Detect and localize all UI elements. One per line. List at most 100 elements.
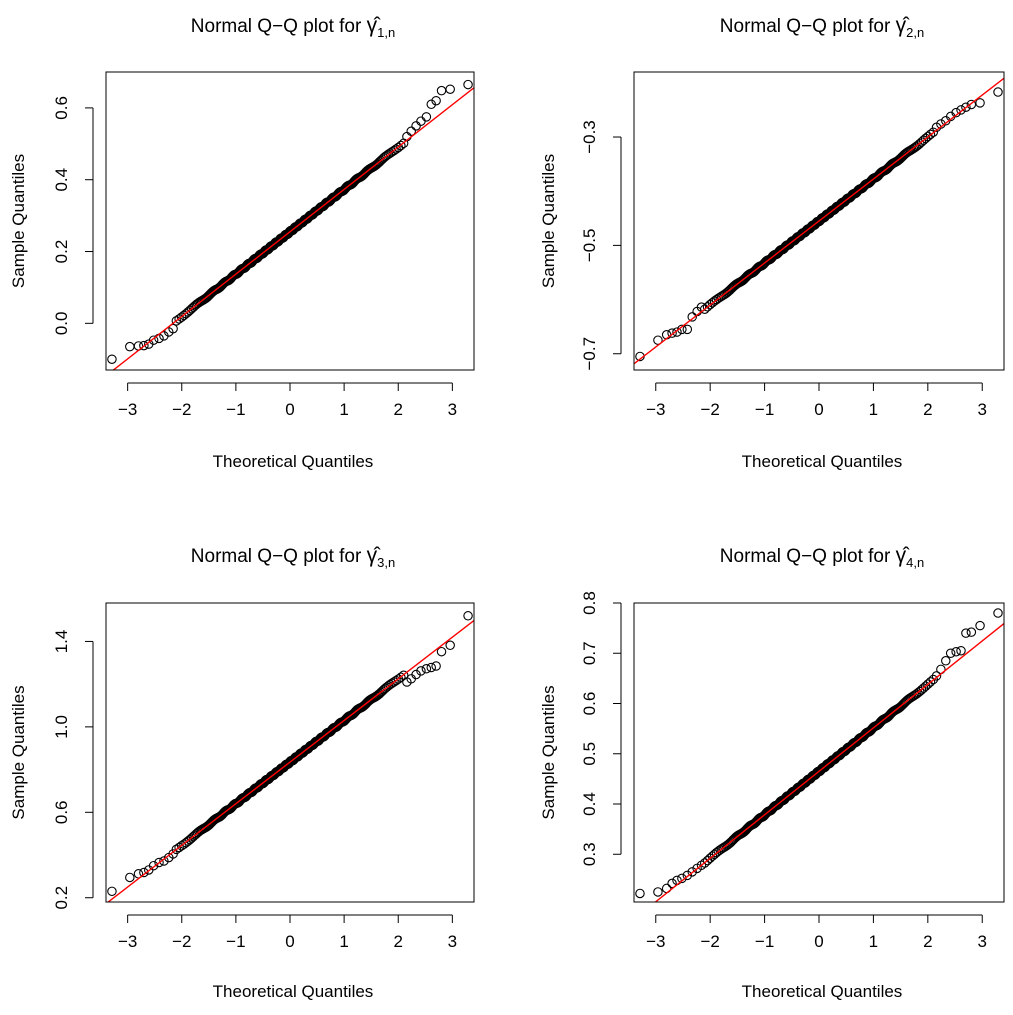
qq-reference-line bbox=[107, 619, 474, 902]
data-point bbox=[682, 870, 693, 881]
data-point bbox=[174, 314, 184, 324]
data-point bbox=[445, 84, 455, 94]
data-point bbox=[966, 627, 977, 637]
y-tick-label: 0.6 bbox=[580, 692, 599, 716]
data-point bbox=[396, 140, 406, 151]
y-tick-label: 0.2 bbox=[52, 886, 71, 910]
data-point bbox=[168, 323, 178, 334]
y-tick-label: 0.7 bbox=[580, 641, 599, 665]
y-tick-label: 0.6 bbox=[52, 96, 71, 120]
x-tick-label: 3 bbox=[448, 400, 457, 419]
data-point bbox=[391, 144, 401, 154]
x-tick-label: 3 bbox=[448, 932, 457, 951]
x-tick-label: −1 bbox=[755, 932, 774, 951]
chart-title: Normal Q−Q plot for γ̂3,n bbox=[191, 544, 395, 570]
qq-panel-4: Normal Q−Q plot for γ̂4,n −3 −2 −1 0 1 2 3 Theor… bbox=[539, 544, 1005, 1001]
x-tick-label: 1 bbox=[869, 932, 878, 951]
data-point bbox=[380, 151, 390, 162]
y-tick-label: 0.5 bbox=[580, 742, 599, 766]
data-point bbox=[139, 340, 149, 351]
data-point bbox=[961, 102, 971, 112]
plot-frame bbox=[105, 71, 475, 371]
x-tick-label: 0 bbox=[814, 932, 823, 951]
data-point bbox=[653, 887, 663, 897]
qq-reference-line bbox=[634, 77, 1004, 365]
x-tick-label: −2 bbox=[172, 932, 191, 951]
data-point bbox=[406, 126, 416, 136]
data-point bbox=[421, 664, 432, 674]
x-axis-label: Theoretical Quantiles bbox=[213, 452, 374, 471]
x-tick-label: 3 bbox=[978, 932, 987, 951]
data-points bbox=[107, 79, 473, 364]
data-point bbox=[396, 672, 406, 683]
data-point bbox=[653, 335, 663, 345]
y-tick-label: 0.6 bbox=[52, 800, 71, 824]
data-point bbox=[966, 99, 977, 110]
x-tick-label: −3 bbox=[646, 932, 665, 951]
data-point bbox=[436, 646, 447, 657]
data-point bbox=[993, 608, 1003, 618]
x-tick-label: −2 bbox=[700, 932, 719, 951]
y-tick-label: −0.3 bbox=[580, 120, 599, 154]
qq-reference-line bbox=[654, 622, 1004, 902]
x-axis-label: Theoretical Quantiles bbox=[742, 452, 903, 471]
data-point bbox=[945, 648, 956, 658]
data-point bbox=[908, 691, 918, 701]
data-point bbox=[975, 620, 985, 631]
qq-reference-line bbox=[112, 86, 474, 370]
data-point bbox=[667, 328, 677, 338]
x-tick-label: −3 bbox=[646, 400, 665, 419]
x-tick-label: 2 bbox=[394, 932, 403, 951]
data-point bbox=[463, 79, 473, 90]
data-point bbox=[426, 662, 436, 673]
x-tick-label: −1 bbox=[755, 400, 774, 419]
x-tick-label: 3 bbox=[978, 400, 987, 419]
x-tick-label: 0 bbox=[814, 400, 823, 419]
data-point bbox=[431, 661, 441, 671]
data-point bbox=[421, 112, 432, 122]
x-tick-label: −2 bbox=[172, 400, 191, 419]
y-tick-label: −0.7 bbox=[580, 337, 599, 371]
plot-frame bbox=[633, 71, 1005, 371]
x-tick-label: 0 bbox=[285, 932, 294, 951]
data-point bbox=[139, 867, 149, 878]
data-point bbox=[925, 129, 936, 140]
data-point bbox=[159, 856, 169, 866]
data-point bbox=[941, 656, 951, 666]
y-tick-label: 0.4 bbox=[52, 168, 71, 192]
x-tick-label: −3 bbox=[118, 932, 137, 951]
y-tick-label: 0.3 bbox=[580, 842, 599, 866]
data-point bbox=[107, 886, 117, 897]
x-tick-label: −1 bbox=[226, 932, 245, 951]
data-point bbox=[431, 95, 441, 106]
data-point bbox=[961, 628, 971, 638]
x-tick-label: −1 bbox=[226, 400, 245, 419]
data-point bbox=[956, 645, 966, 656]
data-point bbox=[445, 640, 455, 651]
data-point bbox=[148, 335, 159, 345]
chart-title: Normal Q−Q plot for γ̂4,n bbox=[720, 544, 924, 570]
data-point bbox=[426, 99, 436, 110]
y-tick-label: −0.5 bbox=[580, 229, 599, 263]
y-tick-label: 1.4 bbox=[52, 630, 71, 654]
data-point bbox=[148, 860, 159, 871]
y-tick-label: 1.0 bbox=[52, 715, 71, 739]
data-point bbox=[125, 872, 135, 883]
data-point bbox=[687, 312, 697, 322]
x-tick-label: −3 bbox=[118, 400, 137, 419]
x-tick-label: 0 bbox=[285, 400, 294, 419]
y-axis-label: Sample Quantiles bbox=[539, 154, 558, 288]
x-axis-label: Theoretical Quantiles bbox=[742, 982, 903, 1001]
x-axis-label: Theoretical Quantiles bbox=[213, 982, 374, 1001]
qq-panel-2: Normal Q−Q plot for γ̂2,n −3 −2 −1 0 1 2 3 Theor… bbox=[539, 14, 1005, 471]
data-point bbox=[951, 646, 961, 657]
data-point bbox=[667, 878, 677, 889]
x-tick-label: 2 bbox=[394, 400, 403, 419]
data-point bbox=[925, 677, 936, 687]
data-point bbox=[928, 127, 939, 137]
x-tick-label: 2 bbox=[923, 400, 932, 419]
x-tick-label: 1 bbox=[869, 400, 878, 419]
qq-panel-1: Normal Q−Q plot for γ̂1,n −3 −2 −1 0 1 2 3 Theor… bbox=[9, 14, 475, 471]
data-points bbox=[635, 87, 1003, 362]
